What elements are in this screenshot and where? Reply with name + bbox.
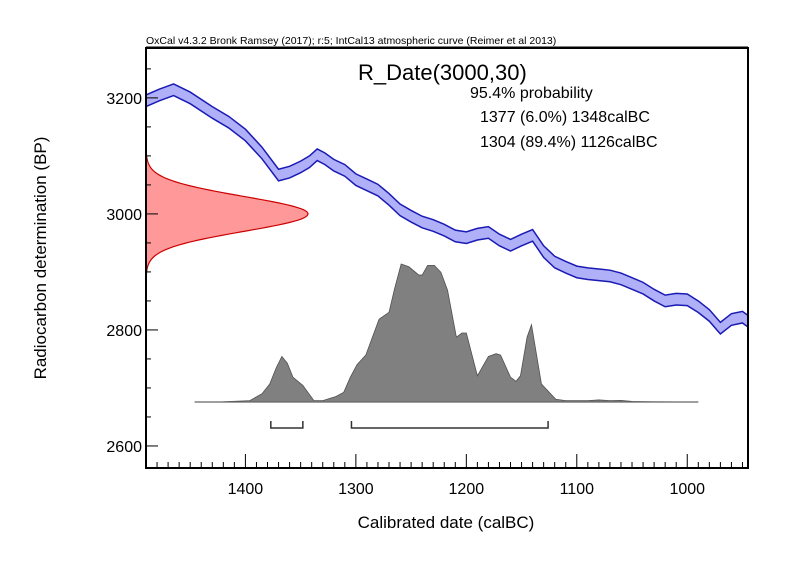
x-tick-label: 1200	[449, 481, 485, 498]
range-bracket-2	[350, 421, 549, 429]
range-label-2: 1304 (89.4%) 1126calBC	[480, 134, 658, 151]
y-tick-label: 3200	[106, 91, 142, 108]
x-tick-label: 1000	[669, 481, 705, 498]
x-axis-label: Calibrated date (calBC)	[358, 513, 535, 532]
measurement-distribution	[146, 153, 308, 275]
plot-frame	[145, 47, 749, 469]
y-tick-label: 2600	[106, 439, 142, 456]
y-tick-label: 2800	[106, 323, 142, 340]
range-label-1: 1377 (6.0%) 1348calBC	[480, 109, 650, 126]
calibration-band	[146, 83, 748, 334]
x-tick-label: 1400	[228, 481, 264, 498]
axis-ticks: 1400 1300 1200 1100 1000 3200 3000 2800 2600	[106, 68, 743, 498]
curve-group	[146, 83, 748, 336]
measurement-outline	[145, 152, 309, 275]
y-tick-label: 3000	[106, 207, 142, 224]
probability-label: 95.4% probability	[470, 85, 593, 102]
calibration-lower-line	[146, 94, 748, 336]
chart-header: OxCal v4.3.2 Bronk Ramsey (2017); r:5; I…	[146, 35, 556, 47]
chart-title: R_Date(3000,30)	[358, 60, 527, 85]
range-bracket-1	[270, 421, 304, 429]
y-axis-label: Radiocarbon determination (BP)	[31, 137, 50, 380]
calibration-upper-line	[146, 83, 748, 324]
x-tick-label: 1300	[338, 481, 374, 498]
x-tick-label: 1100	[560, 481, 595, 498]
calibrated-distribution	[194, 263, 699, 403]
plot-marks	[145, 83, 748, 429]
